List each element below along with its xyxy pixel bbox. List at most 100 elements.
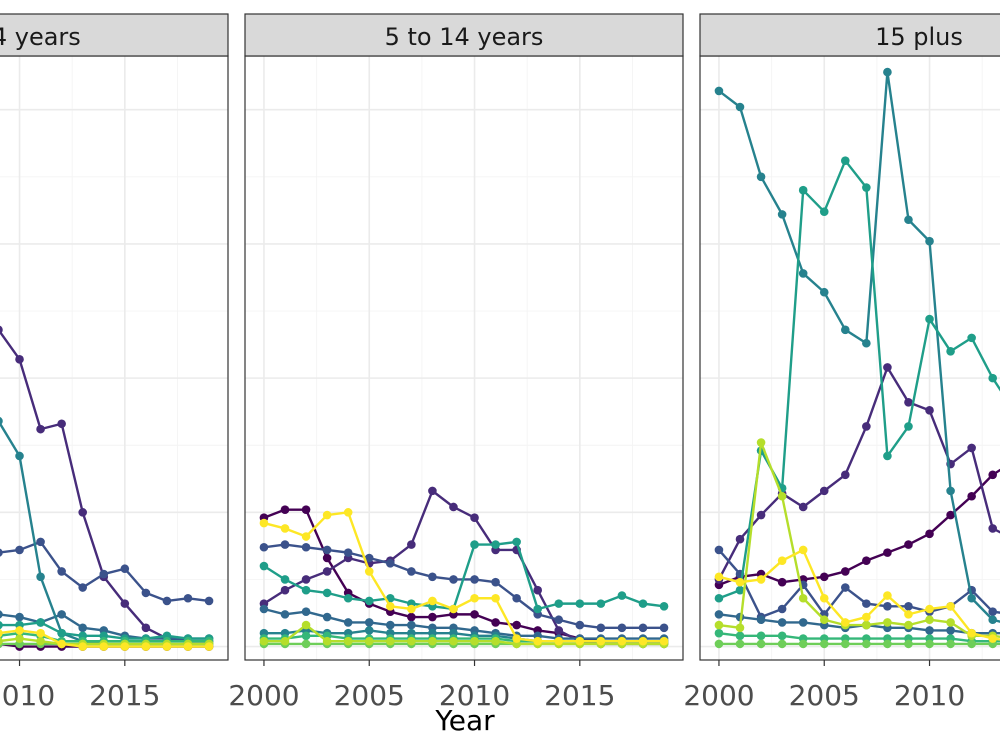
data-point-s3 (617, 623, 627, 633)
data-point-s3 (259, 542, 269, 552)
data-point-s10 (967, 628, 976, 638)
data-point-s4 (385, 620, 395, 630)
data-point-s6 (638, 599, 648, 608)
x-tick-label: 2000 (228, 679, 299, 712)
data-point-s10 (99, 642, 109, 651)
data-point-s2 (883, 363, 892, 372)
data-point-s4 (756, 615, 766, 625)
data-point-s10 (659, 636, 669, 646)
data-point-s10 (259, 518, 269, 528)
data-point-s2 (407, 540, 416, 549)
data-point-s3 (988, 607, 998, 616)
data-point-s6 (596, 599, 606, 608)
data-point-s6 (617, 591, 627, 600)
data-point-s10 (141, 642, 151, 651)
data-point-s9 (280, 636, 290, 646)
panel-border (244, 55, 684, 661)
data-point-s10 (0, 629, 3, 638)
data-point-s10 (883, 591, 892, 600)
data-point-s5 (777, 210, 787, 219)
data-point-s10 (533, 636, 543, 646)
data-point-s4 (259, 604, 269, 614)
data-point-s2 (428, 486, 437, 496)
data-point-s10 (946, 602, 955, 611)
panel-3: 15 plus2000200520102015 (683, 13, 1000, 712)
data-point-s10 (36, 628, 45, 638)
data-point-s5 (946, 486, 955, 496)
facet-strip (244, 13, 684, 57)
data-point-s10 (301, 532, 311, 541)
data-point-s2 (301, 575, 311, 584)
data-point-s5 (364, 626, 374, 635)
panel-series (0, 325, 214, 651)
panel-2: 5 to 14 years 2000 2005 2010 2015 (228, 13, 684, 712)
data-point-s9 (735, 623, 745, 633)
data-point-s10 (364, 567, 374, 576)
data-point-s6 (819, 207, 829, 216)
data-point-s4 (0, 610, 3, 619)
data-point-s2 (57, 419, 66, 429)
data-point-s3 (15, 545, 24, 555)
data-point-s10 (512, 634, 521, 643)
data-point-s2 (862, 422, 871, 431)
data-point-s5 (840, 325, 850, 335)
x-tick-label: 2010 (894, 679, 965, 712)
x-tick-label: 2015 (89, 679, 160, 712)
data-point-s3 (554, 615, 564, 625)
data-point-s6 (575, 599, 585, 608)
data-point-s1 (862, 556, 871, 565)
data-point-s5 (883, 67, 892, 77)
data-point-s1 (470, 610, 479, 619)
data-point-s4 (280, 610, 290, 619)
data-point-s10 (183, 642, 193, 651)
data-point-s10 (777, 556, 787, 565)
data-point-s4 (57, 610, 66, 619)
data-point-s9 (364, 636, 374, 646)
data-point-s10 (862, 612, 871, 622)
data-point-s7 (735, 631, 745, 641)
data-point-s10 (596, 636, 606, 646)
data-point-s6 (554, 599, 564, 608)
data-point-s6 (280, 575, 290, 584)
series-line-s2 (717, 366, 1000, 581)
data-point-s10 (322, 510, 332, 520)
panel-gridlines (0, 56, 228, 660)
data-point-s1 (777, 577, 787, 587)
data-point-s10 (470, 593, 479, 603)
data-point-s1 (883, 548, 892, 557)
series-line-s3 (0, 540, 210, 603)
data-point-s3 (449, 575, 458, 584)
data-point-s9 (904, 620, 913, 630)
data-point-s10 (735, 577, 745, 587)
chart-panels: 0 to 4 years20002005201020155 to 14 year… (0, 13, 1000, 712)
data-point-s10 (15, 626, 24, 635)
data-point-s3 (364, 553, 374, 563)
data-point-s8 (798, 639, 808, 649)
data-point-s2 (735, 534, 745, 544)
panel-series (259, 486, 669, 649)
data-point-s4 (322, 612, 332, 622)
data-point-s7 (714, 628, 724, 638)
data-point-s9 (862, 620, 871, 630)
data-point-s6 (301, 585, 311, 595)
data-point-s5 (798, 269, 808, 278)
data-point-s6 (0, 621, 3, 630)
data-point-s9 (491, 636, 500, 646)
data-point-s3 (162, 596, 172, 606)
data-point-s5 (862, 338, 871, 348)
data-point-s1 (428, 612, 437, 622)
data-point-s5 (36, 572, 45, 582)
data-point-s6 (988, 373, 998, 383)
data-point-s3 (512, 593, 521, 603)
data-point-s10 (385, 602, 395, 611)
data-point-s6 (798, 185, 808, 195)
data-point-s6 (512, 537, 521, 547)
data-point-s4 (798, 618, 808, 627)
data-point-s3 (428, 572, 437, 582)
data-point-s10 (57, 639, 66, 649)
data-point-s9 (259, 636, 269, 646)
data-point-s2 (756, 510, 766, 520)
data-point-s4 (777, 618, 787, 627)
data-point-s10 (449, 604, 458, 614)
series-line-s2 (0, 329, 210, 643)
